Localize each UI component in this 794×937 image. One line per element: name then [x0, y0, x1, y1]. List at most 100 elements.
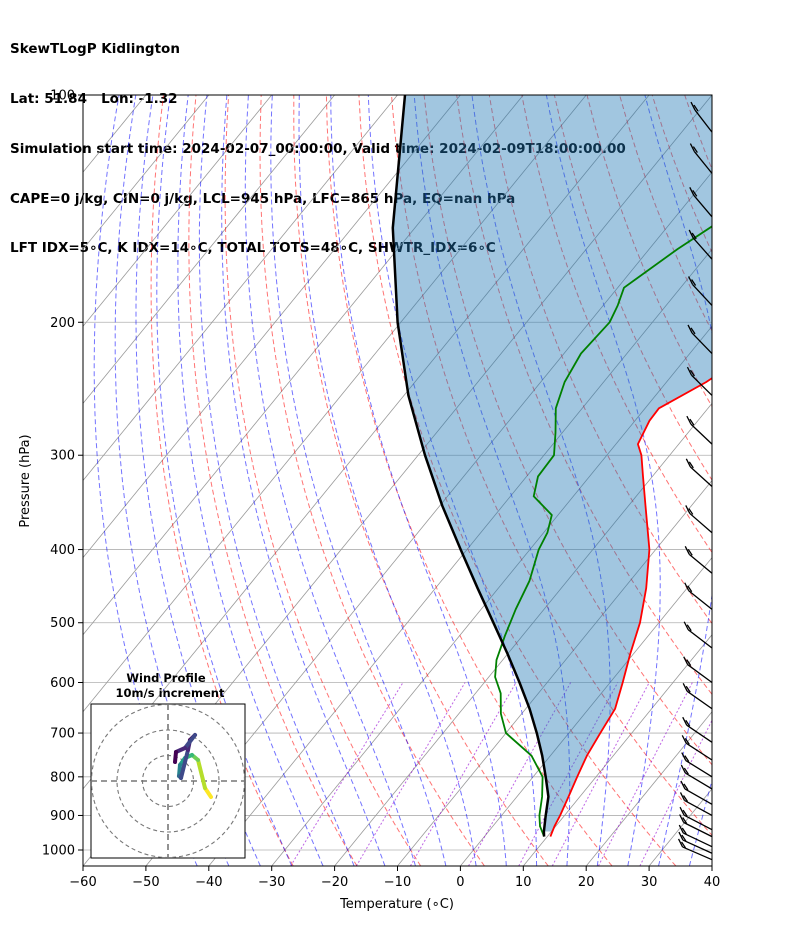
x-tick-label: 30 [641, 875, 658, 890]
wind-barb [681, 735, 713, 761]
barb-staff [692, 237, 713, 260]
barb-flag [688, 276, 694, 285]
barb-flag [681, 827, 687, 835]
barb-staff [683, 832, 713, 848]
dry-adiabat [521, 95, 712, 554]
moist-adiabat [545, 95, 661, 866]
barb-flag [686, 624, 692, 632]
barb-flag [689, 418, 695, 426]
x-tick-label: −60 [69, 875, 96, 890]
barb-flag [693, 104, 699, 112]
dry-adiabat [293, 95, 549, 866]
hodograph-segment [173, 750, 178, 764]
dry-adiabat [488, 95, 712, 625]
isotherm [585, 711, 712, 866]
barb-staff [693, 194, 713, 218]
barb-flag [681, 752, 687, 761]
barb-flag [688, 508, 694, 515]
x-tick-label: 20 [578, 875, 595, 890]
wind-barb [682, 683, 713, 710]
y-tick-label: 800 [50, 770, 75, 785]
mixing-ratio-line [551, 682, 650, 866]
temperature-profile-line [549, 377, 712, 837]
barb-flag [678, 824, 684, 834]
barb-flag [683, 783, 689, 791]
barb-flag [685, 685, 691, 693]
y-tick-label: 400 [50, 543, 75, 558]
barb-flag [681, 735, 687, 744]
wind-barb [681, 752, 713, 778]
barb-staff [694, 109, 713, 133]
profile-lines [391, 95, 712, 837]
barb-staff [685, 760, 713, 778]
background-lines [83, 95, 794, 866]
wind-barb [684, 582, 713, 610]
wind-barb [684, 546, 713, 574]
axes: −60 −50 −40 −30 −20 −10 0 10 20 30 40 1000 900 800 700… [42, 89, 720, 891]
mixing-ratio-line [518, 682, 619, 866]
barb-flag [684, 755, 690, 762]
wind-barb [689, 187, 713, 218]
barb-flag [677, 838, 684, 848]
barb-staff [684, 799, 713, 817]
barb-staff [689, 512, 713, 534]
barb-flag [691, 279, 697, 286]
dry-adiabat [717, 95, 794, 866]
title-line-5: LFT IDX=5∘C, K IDX=14∘C, TOTAL TOTS=48∘C… [10, 240, 496, 257]
moist-adiabat [156, 95, 293, 866]
wind-barb [685, 458, 713, 487]
barb-flag [691, 232, 697, 240]
dry-adiabat [259, 95, 485, 866]
barb-staff [685, 742, 713, 761]
dry-adiabat [391, 95, 712, 837]
barb-flag [683, 656, 689, 665]
y-tick-label: 600 [50, 676, 75, 691]
barb-staff [690, 374, 713, 396]
barb-flag [686, 415, 692, 425]
x-tick-label: 0 [456, 875, 464, 890]
isotherm [145, 171, 712, 866]
hodograph-segment [196, 758, 207, 790]
barb-flag [683, 767, 689, 775]
barb-flag [681, 841, 687, 849]
isotherm [83, 95, 210, 250]
wind-barb [680, 764, 713, 790]
moist-adiabat [413, 95, 571, 866]
inset-title: Wind Profile [126, 671, 206, 685]
x-tick-label: −20 [321, 875, 348, 890]
y-tick-label: 700 [50, 727, 75, 742]
wind-barb [689, 143, 713, 174]
wind-barb [683, 656, 713, 684]
dry-adiabat [188, 95, 358, 866]
barb-staff [686, 724, 713, 743]
barb-flag [686, 366, 693, 376]
isotherm [334, 402, 712, 866]
barb-flag [684, 546, 690, 555]
wind-barb [686, 415, 713, 445]
isotherm [83, 95, 398, 482]
barb-flag [687, 548, 693, 556]
wind-barb [685, 505, 713, 534]
y-axis-label: Pressure (hPa) [18, 434, 33, 527]
wind-barb [679, 806, 713, 831]
wind-barb [679, 814, 713, 838]
barb-flag [689, 187, 695, 196]
y-tick-label: 100 [50, 89, 75, 104]
barb-flag [685, 505, 691, 514]
hodograph-segment [183, 733, 197, 750]
barb-staff [687, 629, 713, 649]
dry-adiabat [150, 95, 294, 866]
moist-adiabat [644, 95, 712, 866]
barb-flag [692, 189, 698, 197]
barb-flag [680, 780, 686, 790]
barb-staff [682, 839, 713, 854]
wind-barb [688, 276, 713, 306]
barb-staff [684, 788, 713, 805]
wind-barb [686, 366, 713, 396]
barb-flag [692, 146, 698, 153]
barb-staff [683, 814, 713, 831]
dry-adiabat [423, 95, 712, 766]
mixing-ratio-line [290, 682, 404, 866]
barb-staff [685, 772, 713, 790]
wind-barb [677, 838, 713, 861]
